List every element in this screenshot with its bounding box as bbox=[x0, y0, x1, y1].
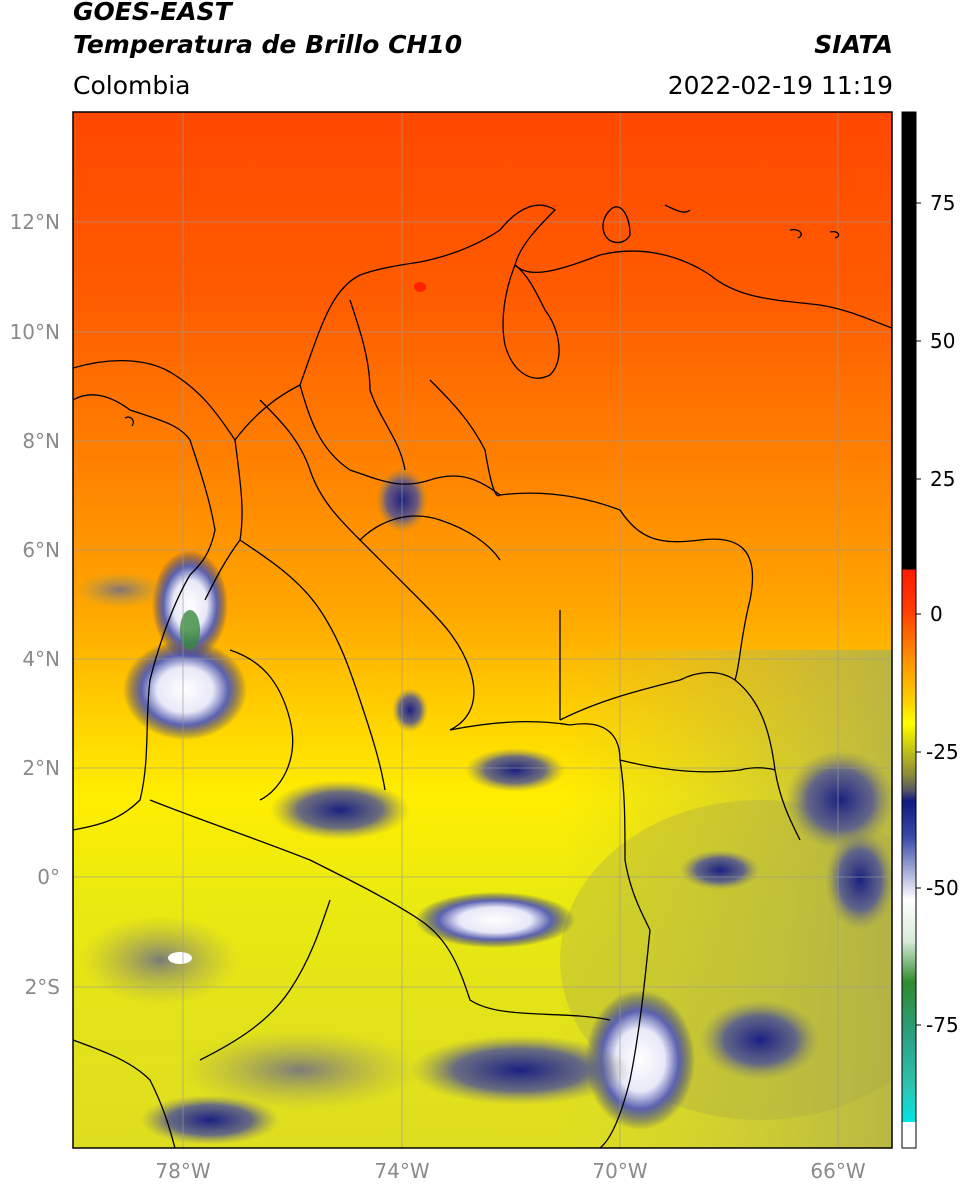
colorbar-tick-label: -50 bbox=[926, 876, 959, 900]
coastlines-borders bbox=[73, 204, 892, 1148]
map-frame bbox=[72, 111, 893, 1149]
colorbar-tick-label: 25 bbox=[930, 467, 955, 491]
lat-label: 10°N bbox=[10, 320, 60, 344]
cloud-cluster bbox=[585, 990, 695, 1130]
timestamp-label: 2022-02-19 11:19 bbox=[667, 71, 893, 100]
lon-label: 66°W bbox=[810, 1159, 865, 1183]
lat-label: 8°N bbox=[22, 429, 60, 453]
lon-label: 70°W bbox=[592, 1159, 647, 1183]
latitude-labels: 12°N 10°N 8°N 6°N 4°N 2°N 0° 2°S bbox=[10, 210, 60, 999]
region-label: Colombia bbox=[73, 71, 191, 100]
cloud-cluster bbox=[415, 892, 575, 948]
lat-label: 6°N bbox=[22, 538, 60, 562]
organization-label: SIATA bbox=[814, 30, 893, 59]
colorbar-tick-label: -25 bbox=[926, 740, 959, 764]
lon-label: 78°W bbox=[155, 1159, 210, 1183]
lat-label: 2°N bbox=[22, 756, 60, 780]
colorbar-scale bbox=[901, 111, 917, 1149]
colorbar-tick-label: 75 bbox=[930, 191, 955, 215]
colorbar-tick-label: 50 bbox=[930, 329, 955, 353]
satellite-image bbox=[73, 112, 892, 1148]
colorbar: 75 50 25 0 -25 -50 -75 bbox=[901, 111, 959, 1149]
product-title: Temperatura de Brillo CH10 bbox=[73, 30, 463, 59]
lat-label: 4°N bbox=[22, 647, 60, 671]
colorbar-tick-label: 0 bbox=[930, 602, 943, 626]
cloud-cluster bbox=[152, 550, 228, 660]
gridlines bbox=[73, 112, 892, 1148]
lat-label: 12°N bbox=[10, 210, 60, 234]
satellite-title: GOES-EAST bbox=[73, 0, 232, 26]
lon-label: 74°W bbox=[374, 1159, 429, 1183]
lat-label: 0° bbox=[37, 865, 60, 889]
lat-label: 2°S bbox=[25, 975, 60, 999]
colorbar-tick-label: -75 bbox=[926, 1013, 959, 1037]
longitude-labels: 78°W 74°W 70°W 66°W bbox=[155, 1159, 865, 1183]
